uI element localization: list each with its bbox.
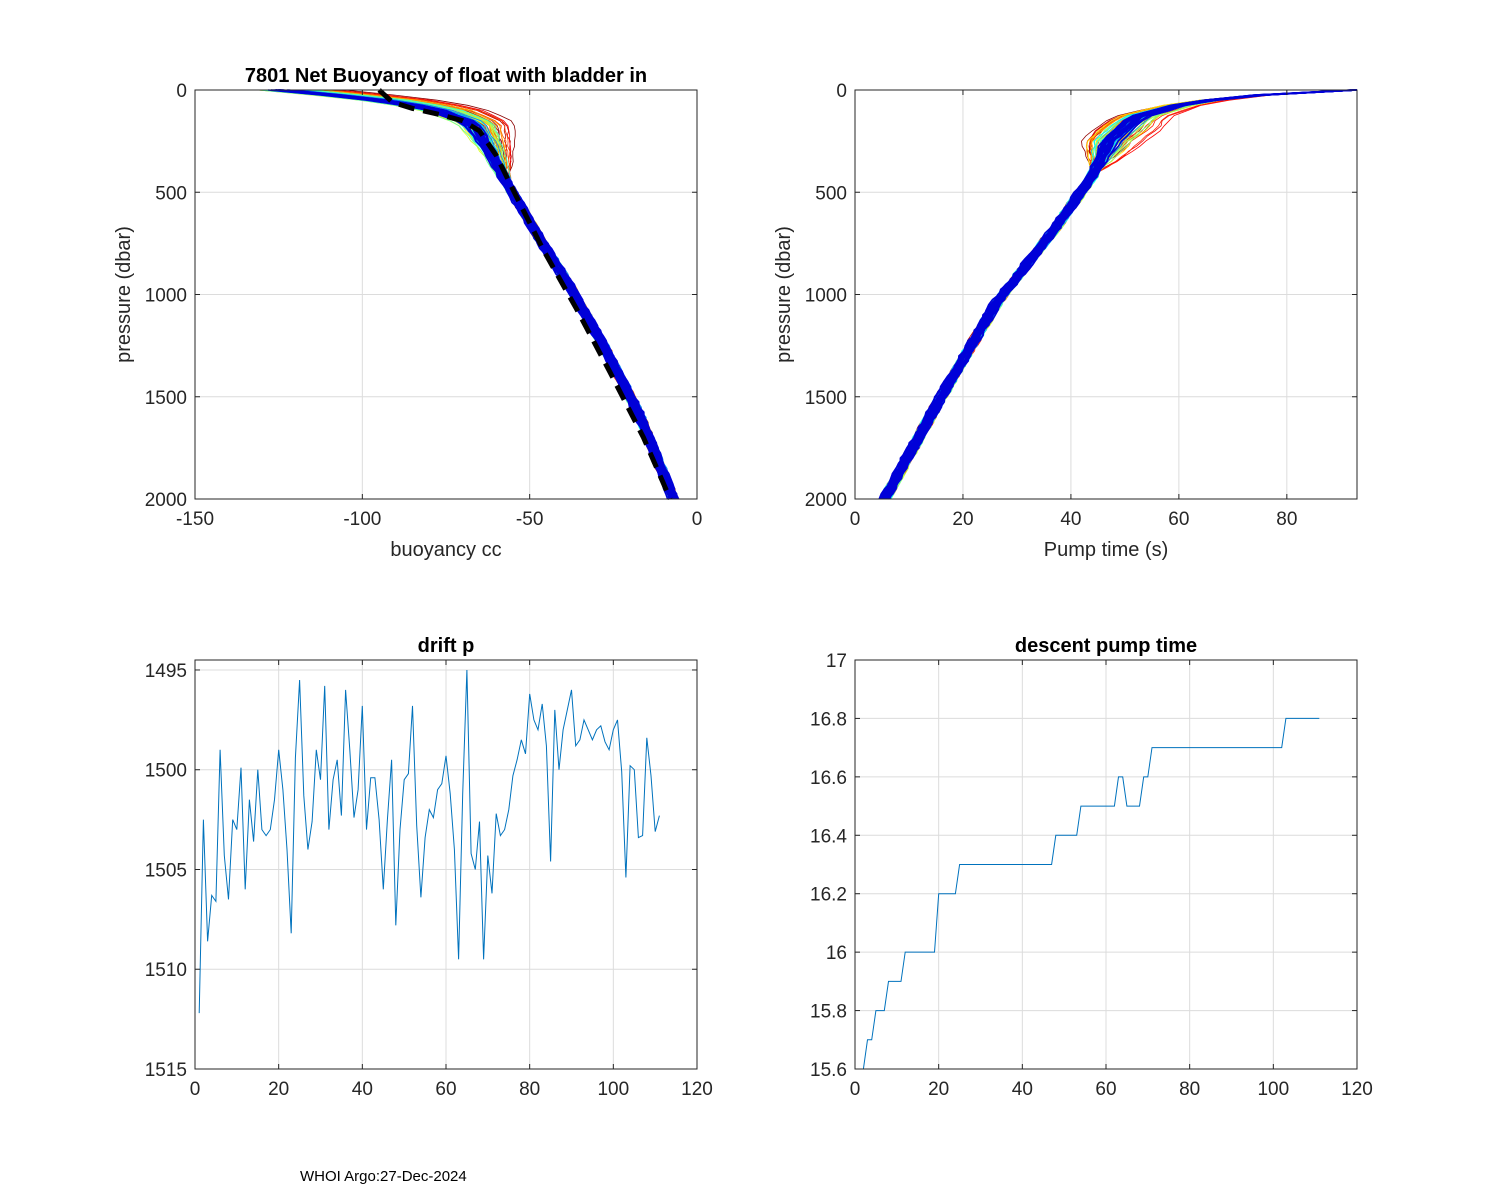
x-tick-label: -50 xyxy=(516,509,543,530)
x-tick-label: 80 xyxy=(519,1079,540,1100)
y-tick-label: 1495 xyxy=(145,661,187,682)
x-tick-label: 120 xyxy=(1341,1079,1373,1100)
y-tick-label: 16.8 xyxy=(810,709,847,730)
y-tick-label: 0 xyxy=(836,81,847,102)
x-tick-label: 60 xyxy=(1168,509,1189,530)
x-tick-label: 0 xyxy=(190,1079,201,1100)
y-tick-label: 17 xyxy=(826,651,847,672)
x-tick-label: 20 xyxy=(928,1079,949,1100)
buoyancy-mean-line xyxy=(377,88,673,500)
buoyancy-grid xyxy=(194,89,698,500)
buoyancy-ylabel: pressure (dbar) xyxy=(113,226,135,363)
y-tick-label: 1510 xyxy=(145,960,187,981)
y-tick-label: 2000 xyxy=(805,490,847,511)
x-tick-label: 120 xyxy=(681,1079,713,1100)
pump-profiles xyxy=(878,89,1358,500)
pump-profile-line xyxy=(881,89,1355,500)
descent-ticks: 0 20 40 60 80 100 120 15.6 15.8 16 16.2 16.4 16.6 16.… xyxy=(810,651,1373,1100)
x-tick-label: -100 xyxy=(343,509,381,530)
x-tick-label: 80 xyxy=(1179,1079,1200,1100)
buoyancy-title: 7801 Net Buoyancy of float with bladder … xyxy=(245,65,647,87)
y-tick-label: 2000 xyxy=(145,490,187,511)
y-tick-label: 16.4 xyxy=(810,826,847,847)
buoyancy-profiles xyxy=(257,89,680,500)
x-tick-label: 40 xyxy=(352,1079,373,1100)
descent-panel: 0 20 40 60 80 100 120 15.6 15.8 16 16.2 16.4 16.6 16.… xyxy=(810,635,1373,1100)
pump-ticks: 0 20 40 60 80 0 500 1000 1500 2000 xyxy=(805,81,1357,530)
y-tick-label: 1000 xyxy=(805,286,847,307)
drift-ticks: 0 20 40 60 80 100 120 1495 1500 1505 1510 1515 xyxy=(145,660,713,1100)
y-tick-label: 15.6 xyxy=(810,1060,847,1081)
y-tick-label: 1500 xyxy=(145,388,187,409)
x-tick-label: 20 xyxy=(268,1079,289,1100)
y-tick-label: 1500 xyxy=(805,388,847,409)
descent-title: descent pump time xyxy=(1015,635,1197,657)
y-tick-label: 1515 xyxy=(145,1060,187,1081)
x-tick-label: 40 xyxy=(1060,509,1081,530)
drift-title: drift p xyxy=(418,635,475,657)
y-tick-label: 500 xyxy=(155,183,187,204)
x-tick-label: 20 xyxy=(952,509,973,530)
x-tick-label: 40 xyxy=(1012,1079,1033,1100)
y-tick-label: 1000 xyxy=(145,286,187,307)
x-tick-label: 0 xyxy=(850,1079,861,1100)
buoyancy-panel: -150 -100 -50 0 0 500 1000 1500 2000 7801 Net Bu… xyxy=(113,65,702,561)
pump-profile-line xyxy=(888,89,1358,500)
pump-xlabel: Pump time (s) xyxy=(1044,539,1168,561)
footer-credit: WHOI Argo:27-Dec-2024 xyxy=(300,1168,467,1185)
y-tick-label: 16.6 xyxy=(810,768,847,789)
descent-series-line xyxy=(859,717,1320,1070)
y-tick-label: 16.2 xyxy=(810,885,847,906)
y-tick-label: 500 xyxy=(815,183,847,204)
descent-grid xyxy=(854,659,1358,1070)
x-tick-label: 100 xyxy=(1257,1079,1289,1100)
buoyancy-xlabel: buoyancy cc xyxy=(390,539,501,561)
x-tick-label: 0 xyxy=(850,509,861,530)
x-tick-label: 60 xyxy=(435,1079,456,1100)
x-tick-label: 100 xyxy=(597,1079,629,1100)
drift-series-group xyxy=(198,669,660,1014)
drift-grid xyxy=(194,660,698,1070)
y-tick-label: 0 xyxy=(176,81,187,102)
pump-profile-line xyxy=(879,89,1351,500)
buoyancy-mean-curve xyxy=(377,88,673,500)
y-tick-label: 16 xyxy=(826,943,847,964)
y-tick-label: 15.8 xyxy=(810,1002,847,1023)
drift-series-line xyxy=(198,669,660,1014)
descent-series-group xyxy=(859,717,1320,1070)
x-tick-label: 80 xyxy=(1276,509,1297,530)
x-tick-label: -150 xyxy=(176,509,214,530)
x-tick-label: 0 xyxy=(692,509,703,530)
x-tick-label: 60 xyxy=(1095,1079,1116,1100)
pump-ylabel: pressure (dbar) xyxy=(773,226,795,363)
buoyancy-profile-line xyxy=(275,89,673,500)
buoyancy-ticks: -150 -100 -50 0 0 500 1000 1500 2000 xyxy=(145,81,703,530)
buoyancy-profile-line xyxy=(280,89,678,500)
drift-panel: 0 20 40 60 80 100 120 1495 1500 1505 1510 1515 drif… xyxy=(145,635,713,1100)
y-tick-label: 1500 xyxy=(145,761,187,782)
y-tick-label: 1505 xyxy=(145,860,187,881)
